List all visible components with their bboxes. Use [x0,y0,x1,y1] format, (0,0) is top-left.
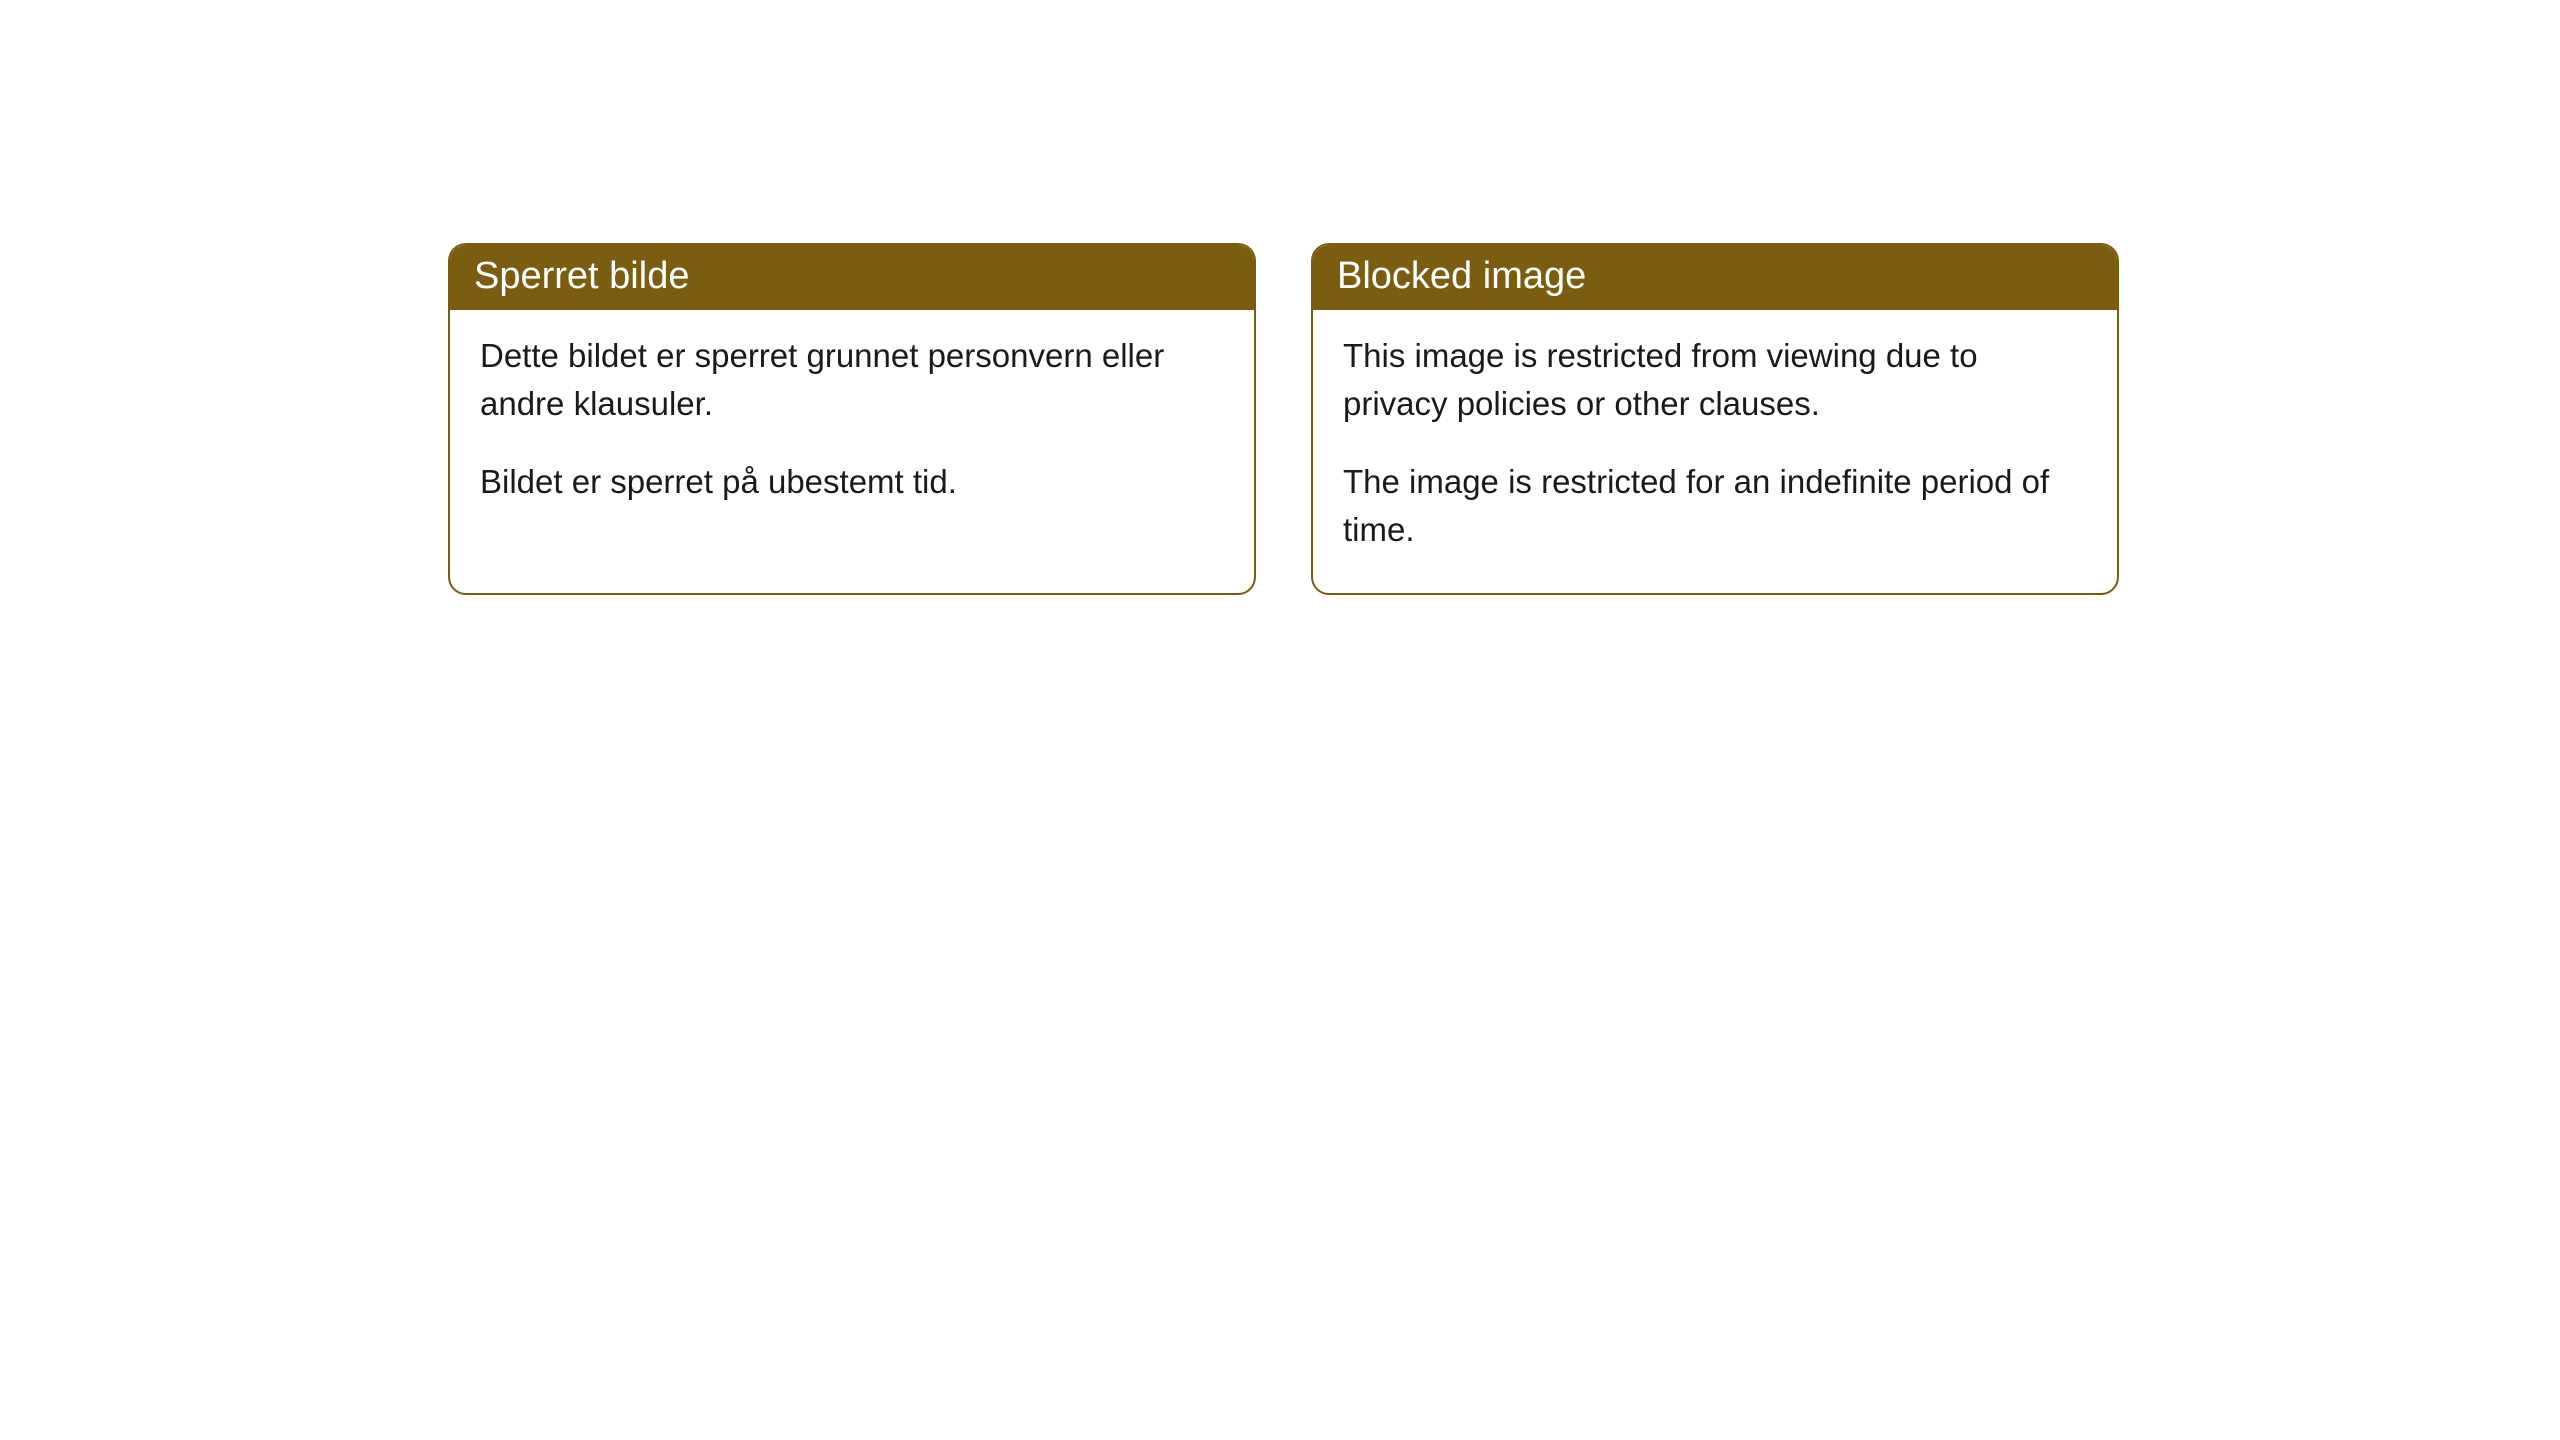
card-body: Dette bildet er sperret grunnet personve… [450,310,1254,546]
blocked-image-card-english: Blocked image This image is restricted f… [1311,243,2119,595]
card-header: Blocked image [1313,245,2117,310]
card-body: This image is restricted from viewing du… [1313,310,2117,593]
card-paragraph-2: Bildet er sperret på ubestemt tid. [480,458,1224,506]
card-header: Sperret bilde [450,245,1254,310]
cards-container: Sperret bilde Dette bildet er sperret gr… [448,243,2119,595]
blocked-image-card-norwegian: Sperret bilde Dette bildet er sperret gr… [448,243,1256,595]
card-paragraph-1: This image is restricted from viewing du… [1343,332,2087,428]
card-paragraph-2: The image is restricted for an indefinit… [1343,458,2087,554]
card-paragraph-1: Dette bildet er sperret grunnet personve… [480,332,1224,428]
